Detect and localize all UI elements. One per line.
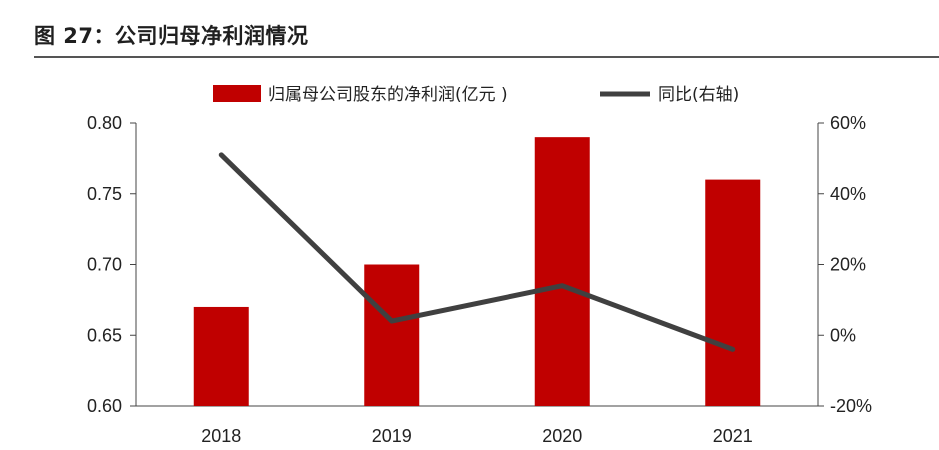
x-tick-label: 2019 bbox=[372, 426, 412, 446]
bar bbox=[364, 264, 420, 406]
x-tick-label: 2020 bbox=[542, 426, 582, 446]
title-divider bbox=[34, 56, 939, 58]
right-tick-label: 40% bbox=[830, 184, 866, 204]
figure-title: 图 27：公司归母净利润情况 bbox=[34, 24, 309, 48]
x-axis-labels: 2018 2019 2020 2021 bbox=[201, 426, 753, 446]
bar bbox=[705, 179, 761, 406]
left-tick-label: 0.75 bbox=[87, 184, 122, 204]
right-tick-label: 20% bbox=[830, 255, 866, 275]
x-tick-label: 2021 bbox=[713, 426, 753, 446]
left-axis-ticks: 0.60 0.65 0.70 0.75 0.80 bbox=[87, 113, 136, 416]
right-tick-label: 0% bbox=[830, 325, 856, 345]
x-tick-label: 2018 bbox=[201, 426, 241, 446]
left-tick-label: 0.65 bbox=[87, 325, 122, 345]
left-tick-label: 0.70 bbox=[87, 255, 122, 275]
right-tick-label: 60% bbox=[830, 113, 866, 133]
legend-label-bar: 归属母公司股东的净利润(亿元 ) bbox=[268, 85, 508, 105]
bar bbox=[534, 137, 590, 406]
yoy-line bbox=[218, 152, 736, 352]
legend: 归属母公司股东的净利润(亿元 ) 同比(右轴) bbox=[213, 85, 739, 105]
legend-swatch-bar bbox=[213, 85, 261, 102]
right-axis-ticks: -20% 0% 20% 40% 60% bbox=[818, 113, 872, 416]
legend-label-line: 同比(右轴) bbox=[658, 85, 739, 105]
bar bbox=[193, 306, 249, 406]
left-tick-label: 0.60 bbox=[87, 396, 122, 416]
right-tick-label: -20% bbox=[830, 396, 872, 416]
bar-series bbox=[193, 137, 761, 406]
line-series bbox=[218, 152, 736, 352]
left-tick-label: 0.80 bbox=[87, 113, 122, 133]
